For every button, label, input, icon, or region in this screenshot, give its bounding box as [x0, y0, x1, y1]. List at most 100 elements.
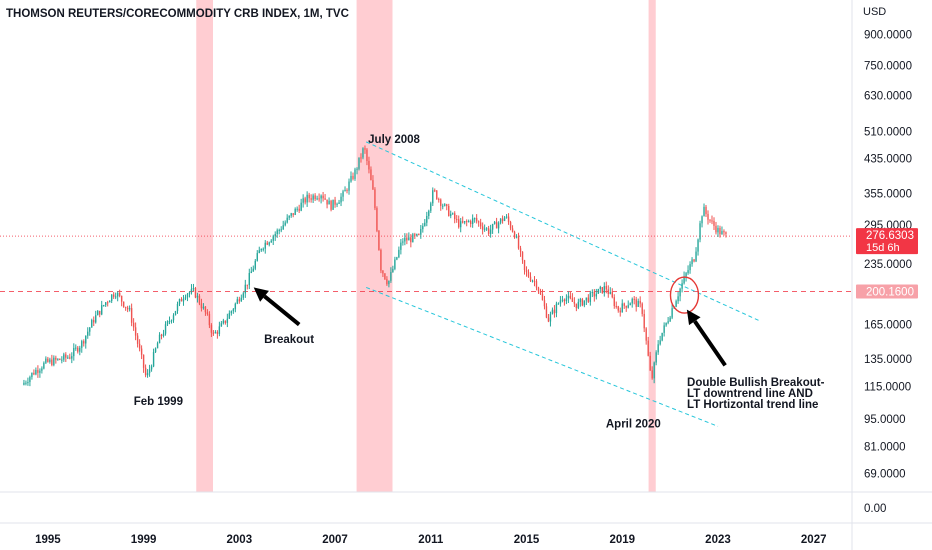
candle-body	[182, 298, 185, 302]
candle	[206, 309, 209, 316]
candle	[719, 225, 721, 238]
candle	[101, 300, 103, 316]
candle-body	[717, 228, 719, 233]
candle-body	[683, 276, 685, 284]
candle	[559, 296, 562, 307]
candle-body	[110, 294, 113, 301]
candle	[302, 194, 304, 208]
candle-body	[254, 260, 256, 269]
annotation-text: July 2008	[368, 134, 420, 146]
candle	[110, 294, 113, 304]
candle-body	[583, 300, 586, 306]
candle-body	[116, 292, 119, 297]
candle	[138, 339, 141, 352]
candle	[477, 220, 480, 227]
candle	[541, 289, 544, 301]
candle-body	[204, 306, 207, 313]
candle	[108, 300, 111, 303]
x-tick-label: 2011	[418, 534, 444, 546]
candle-body	[651, 370, 653, 379]
candle-body	[543, 300, 546, 307]
candle-body	[571, 298, 574, 302]
candle-body	[418, 234, 420, 236]
candle-body	[432, 190, 434, 204]
price-badge-label: 276.6303	[866, 230, 914, 242]
y-axis-ticks: 900.0000 750.0000 630.0000 510.0000 435.0000…	[864, 29, 912, 480]
candle	[412, 232, 414, 243]
candle	[577, 298, 580, 310]
candle	[475, 214, 478, 224]
candle	[368, 156, 370, 174]
candle	[27, 377, 29, 386]
candle-body	[703, 206, 705, 217]
candle-body	[707, 213, 709, 220]
candle-body	[108, 300, 111, 303]
candle-body	[33, 372, 35, 375]
candle-body	[709, 219, 711, 221]
candle	[695, 247, 697, 263]
candle-body	[607, 289, 609, 294]
candle	[581, 297, 584, 307]
candle	[270, 239, 272, 243]
candle-body	[551, 309, 554, 315]
candle	[467, 219, 470, 223]
candle-body	[228, 313, 231, 319]
candle-body	[374, 189, 376, 209]
candle-body	[547, 317, 550, 322]
candle	[593, 289, 596, 302]
candle-body	[286, 217, 288, 223]
x-tick-label: 2003	[227, 534, 253, 546]
candle-body	[655, 352, 657, 363]
candle-body	[471, 218, 474, 224]
candle	[565, 294, 568, 305]
candle-body	[232, 309, 235, 312]
candle	[689, 261, 691, 274]
candle-body	[218, 326, 221, 334]
candle	[643, 309, 645, 333]
candle-body	[75, 347, 77, 349]
candle	[432, 187, 434, 206]
candle-body	[458, 219, 460, 228]
candle	[216, 330, 219, 339]
candle-body	[69, 357, 71, 359]
candle	[170, 319, 173, 324]
candle	[661, 332, 663, 342]
candle	[372, 175, 374, 191]
candle	[105, 301, 107, 307]
candle-body	[659, 340, 661, 345]
candle-body	[384, 273, 386, 280]
candle-body	[93, 320, 95, 323]
candle	[567, 291, 570, 304]
candle	[288, 215, 290, 221]
candle	[292, 213, 294, 218]
candle-body	[160, 334, 163, 336]
candle-body	[45, 358, 47, 363]
candle	[587, 294, 590, 303]
candle-body	[210, 325, 213, 333]
candle-body	[146, 373, 149, 376]
candle-body	[653, 362, 655, 379]
candle	[154, 347, 157, 354]
candle-body	[154, 348, 157, 352]
breakout-arrow	[253, 287, 301, 327]
candle	[210, 323, 213, 338]
annotation-text: April 2020	[606, 419, 661, 431]
candle	[172, 313, 175, 323]
candle-body	[238, 299, 241, 302]
candle	[394, 256, 396, 271]
candle	[324, 194, 326, 201]
candle	[469, 219, 472, 228]
candle	[49, 357, 51, 364]
candle-body	[262, 248, 264, 250]
candle-body	[489, 229, 492, 234]
candle-body	[521, 251, 524, 261]
candle	[226, 313, 229, 328]
candle	[699, 220, 701, 243]
candle-body	[681, 283, 683, 289]
y-axis-unit: USD	[863, 6, 886, 18]
candle	[384, 273, 386, 280]
y-tick-label: 135.0000	[864, 354, 912, 366]
candle	[182, 294, 185, 306]
candle	[308, 192, 310, 203]
